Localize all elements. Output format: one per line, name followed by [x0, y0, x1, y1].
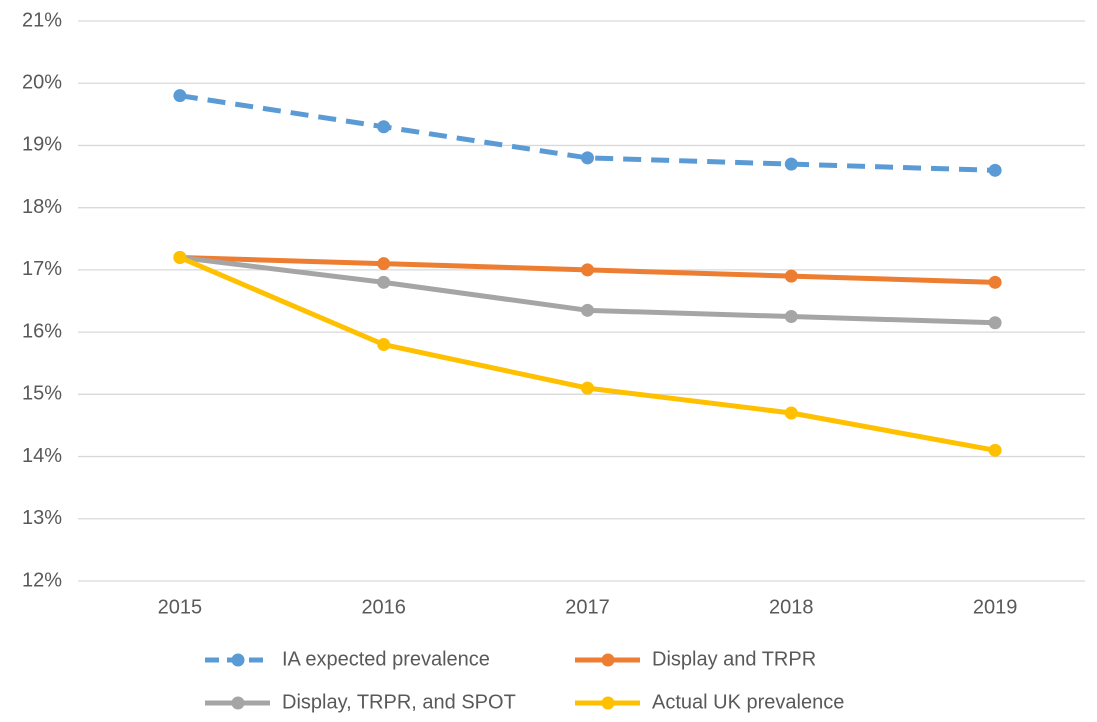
legend-marker	[601, 653, 615, 667]
y-tick-label: 19%	[22, 134, 62, 156]
y-tick-label: 20%	[22, 72, 62, 94]
point	[377, 338, 391, 352]
point	[377, 275, 391, 289]
y-tick-label: 17%	[22, 258, 62, 280]
legend-label: IA expected prevalence	[282, 648, 490, 670]
point	[173, 89, 187, 103]
point	[988, 443, 1002, 457]
point	[377, 257, 391, 271]
point	[784, 406, 798, 420]
y-tick-label: 18%	[22, 196, 62, 218]
point	[377, 120, 391, 134]
y-tick-label: 15%	[22, 383, 62, 405]
y-tick-label: 16%	[22, 320, 62, 342]
point	[784, 157, 798, 171]
x-tick-label: 2019	[973, 596, 1018, 618]
y-tick-label: 14%	[22, 445, 62, 467]
x-tick-label: 2017	[565, 596, 610, 618]
point	[988, 163, 1002, 177]
point	[581, 303, 594, 317]
legend-marker	[231, 696, 245, 710]
legend-marker	[231, 653, 245, 667]
point	[988, 316, 1002, 330]
point	[784, 310, 798, 324]
legend-label: Display and TRPR	[652, 648, 816, 670]
point	[784, 269, 798, 283]
point	[581, 381, 594, 395]
y-tick-label: 13%	[22, 507, 62, 529]
x-tick-label: 2016	[361, 596, 406, 618]
point	[581, 263, 594, 277]
legend-marker	[601, 696, 615, 710]
point	[581, 151, 594, 165]
series-line	[179, 93, 996, 173]
y-tick-label: 12%	[22, 569, 62, 591]
y-tick-label: 21%	[22, 9, 62, 31]
point	[988, 275, 1002, 289]
series-line	[178, 255, 996, 453]
legend-label: Display, TRPR, and SPOT	[282, 691, 516, 713]
legend-label: Actual UK prevalence	[652, 691, 844, 713]
point	[173, 250, 187, 264]
x-tick-label: 2018	[769, 596, 814, 618]
x-tick-label: 2015	[158, 596, 203, 618]
